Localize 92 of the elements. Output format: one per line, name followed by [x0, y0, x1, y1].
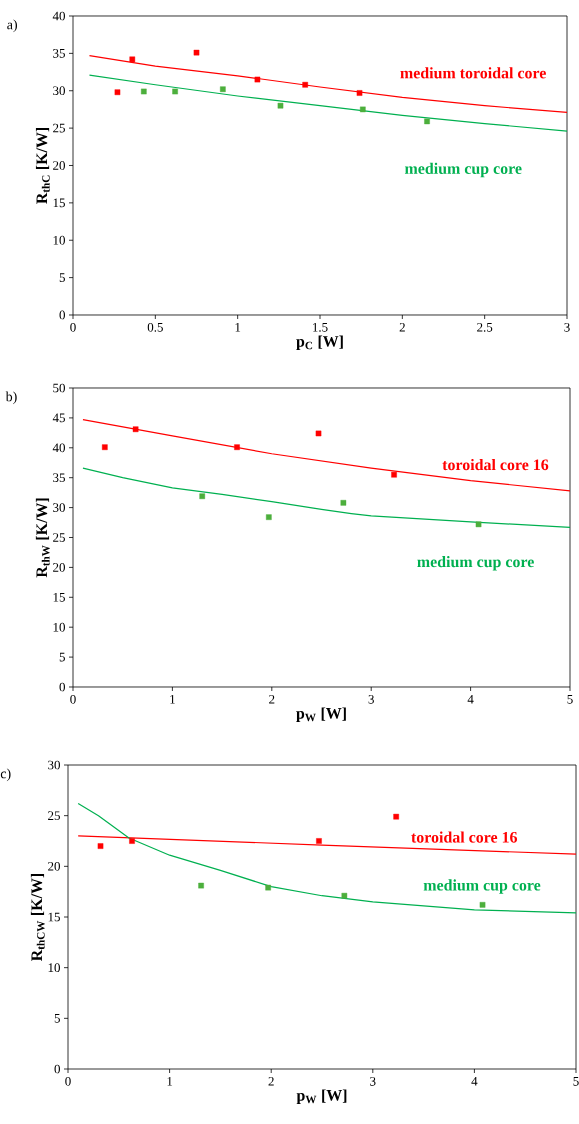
x-axis-title: p$_{C}$ [W] [296, 335, 343, 350]
point [302, 81, 308, 88]
y-tick-label: 10 [53, 235, 65, 245]
y-tick-label: 5 [59, 652, 65, 662]
point [97, 843, 104, 849]
point [479, 902, 486, 908]
y-tick-label: 25 [53, 533, 65, 542]
y-tick-label: 25 [53, 123, 65, 133]
point [315, 430, 322, 437]
point [198, 882, 204, 889]
y-tick-label: 10 [53, 622, 65, 632]
y-tick-label: 30 [48, 760, 60, 770]
x-tick-label: 0.5 [147, 322, 163, 332]
series-label: toroidal core 16 [442, 458, 549, 471]
x-tick-label: 3 [368, 694, 374, 704]
y-tick-label: 25 [48, 811, 60, 821]
x-tick-label: 2 [269, 694, 275, 704]
y-tick-label: 0 [54, 1064, 60, 1074]
x-tick-label: 2.5 [477, 322, 493, 332]
point [220, 86, 226, 93]
y-tick-label: 40 [52, 11, 65, 21]
point [277, 102, 284, 109]
point [129, 56, 136, 63]
y-tick-label: 50 [53, 383, 65, 393]
x-tick-label: 4 [467, 694, 474, 704]
y-tick-label: 0 [59, 682, 65, 692]
text: b) [5, 391, 17, 405]
x-tick-label: 1 [167, 1076, 173, 1086]
text: c) [0, 768, 11, 782]
y-tick-label: 40 [52, 443, 65, 453]
y-axis-title: R$_{thC}$ [K/W] [35, 127, 50, 204]
point [356, 90, 363, 96]
point [340, 500, 347, 506]
x-tick-label: 1 [235, 322, 241, 332]
x-tick-label: 2 [399, 322, 405, 332]
line-series [77, 802, 577, 914]
series-label: medium cup core [423, 879, 541, 894]
x-tick-label: 1.5 [313, 322, 328, 332]
y-tick-label: 15 [53, 198, 65, 208]
x-tick-label: 0 [70, 694, 76, 704]
point [172, 88, 178, 95]
x-tick-label: 5 [567, 695, 573, 704]
y-tick-label: 0 [59, 310, 65, 320]
point [475, 521, 482, 528]
series-label: toroidal core 16 [411, 831, 518, 843]
y-axis-title: R$_{thW}$ [K/W] [35, 498, 50, 578]
y-tick-label: 45 [52, 413, 65, 423]
y-axis-title: R$_{thCW}$ [K/W] [30, 873, 45, 961]
y-tick-label: 15 [53, 592, 65, 602]
x-axis-title: p$_{W}$ [W] [296, 707, 346, 722]
point [265, 884, 271, 891]
point [132, 426, 139, 433]
point [234, 444, 240, 450]
point [424, 118, 430, 125]
series-label: medium cup core [417, 555, 534, 571]
point [393, 813, 399, 820]
point [114, 89, 121, 96]
point [266, 514, 272, 520]
y-tick-label: 20 [53, 161, 65, 170]
x-tick-label: 1 [170, 694, 175, 704]
y-tick-label: 30 [53, 503, 65, 512]
y-tick-label: 10 [48, 963, 60, 973]
point [102, 444, 108, 450]
y-tick-label: 20 [48, 861, 60, 871]
point [141, 88, 147, 95]
series-label: medium toroidal core [400, 67, 546, 79]
x-tick-label: 2 [268, 1076, 274, 1086]
y-tick-label: 35 [53, 473, 65, 483]
y-tick-label: 5 [54, 1014, 60, 1023]
point [341, 892, 348, 899]
point [316, 838, 322, 844]
x-tick-label: 4 [471, 1076, 478, 1086]
y-tick-label: 35 [53, 49, 65, 58]
y-tick-label: 15 [48, 912, 60, 922]
x-tick-label: 3 [370, 1076, 376, 1086]
point [129, 838, 135, 844]
point [254, 76, 261, 83]
line-series [88, 55, 568, 114]
x-tick-label: 3 [564, 322, 570, 332]
y-tick-label: 5 [59, 273, 65, 282]
text: a) [7, 19, 17, 33]
point [360, 106, 366, 113]
point [391, 471, 397, 478]
text: medium cup core [404, 162, 522, 178]
x-axis-title: p$_{W}$ [W] [296, 1089, 347, 1104]
y-tick-label: 30 [53, 86, 65, 96]
point [199, 493, 206, 500]
line-series [82, 419, 571, 492]
y-tick-label: 20 [53, 563, 65, 572]
point [193, 49, 200, 56]
x-tick-label: 0 [70, 322, 76, 332]
x-tick-label: 5 [573, 1077, 579, 1086]
